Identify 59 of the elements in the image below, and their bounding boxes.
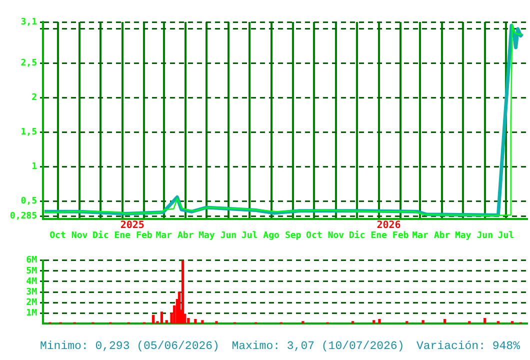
x-tick-label: Oct	[50, 230, 66, 241]
x-tick-label: Ene	[114, 230, 132, 241]
bar	[215, 321, 218, 324]
x-tick-label: Dic	[92, 230, 109, 241]
bar	[351, 321, 354, 324]
x-tick-label: Abr	[434, 230, 451, 241]
bar	[372, 320, 376, 324]
bar	[160, 312, 164, 324]
bar	[468, 321, 471, 324]
text: 2026	[376, 220, 401, 231]
bar	[422, 320, 424, 324]
y-tick-label: 1	[32, 162, 37, 172]
x-tick-label: Oct	[306, 230, 322, 241]
x-tick-label: Abr	[177, 230, 194, 241]
bar	[152, 314, 155, 324]
x-tick-label: Mar	[412, 230, 429, 241]
y-tick-label: 2	[32, 93, 37, 104]
y-tick-label: 3M	[26, 287, 38, 298]
text: Maximo: 3,07 (10/07/2026)	[232, 340, 404, 353]
bar	[194, 319, 197, 324]
text: Variación: 948%	[416, 340, 520, 353]
bar	[484, 318, 486, 324]
bar	[510, 321, 514, 324]
y-tick-label: 2M	[26, 298, 38, 308]
bar	[302, 321, 304, 324]
text: 2025	[120, 220, 144, 231]
x-tick-label: Nov	[71, 230, 88, 241]
x-tick-label: Nov	[328, 230, 345, 241]
bar	[378, 319, 381, 324]
x-tick-label: Feb	[136, 230, 153, 241]
x-tick-label: Feb	[392, 230, 410, 241]
x-tick-label: May	[198, 230, 216, 241]
bar	[181, 260, 184, 324]
bar	[201, 320, 204, 324]
x-tick-label: May	[454, 230, 472, 241]
x-tick-label: Jun	[220, 230, 237, 241]
x-tick-label: Jul	[498, 230, 514, 241]
x-tick-label: Jun	[476, 230, 493, 241]
y-tick-label: 4M	[26, 276, 38, 287]
y-tick-label: 5M	[26, 266, 38, 276]
text: Minimo: 0,293 (05/06/2026)	[40, 340, 220, 353]
y-tick-label: 1M	[26, 308, 38, 318]
y-tick-label: 2,5	[20, 58, 37, 69]
y-tick-label: 0,5	[20, 196, 37, 207]
x-tick-label: Ago	[263, 230, 280, 241]
x-tick-label: Ene	[370, 230, 388, 241]
bar	[496, 321, 500, 324]
bar	[406, 321, 408, 324]
y-tick-label: 0,285	[10, 211, 37, 222]
y-tick-label: 3,1	[20, 17, 37, 28]
bar	[443, 319, 446, 324]
x-tick-label: Jul	[241, 230, 258, 241]
bar	[165, 320, 168, 324]
x-tick-label: Sep	[284, 230, 302, 241]
y-tick-label: 6M	[26, 256, 38, 266]
x-tick-label: Mar	[156, 230, 173, 241]
x-tick-label: Dic	[348, 230, 366, 241]
y-tick-label: 1,5	[20, 128, 37, 138]
bar	[187, 318, 190, 324]
